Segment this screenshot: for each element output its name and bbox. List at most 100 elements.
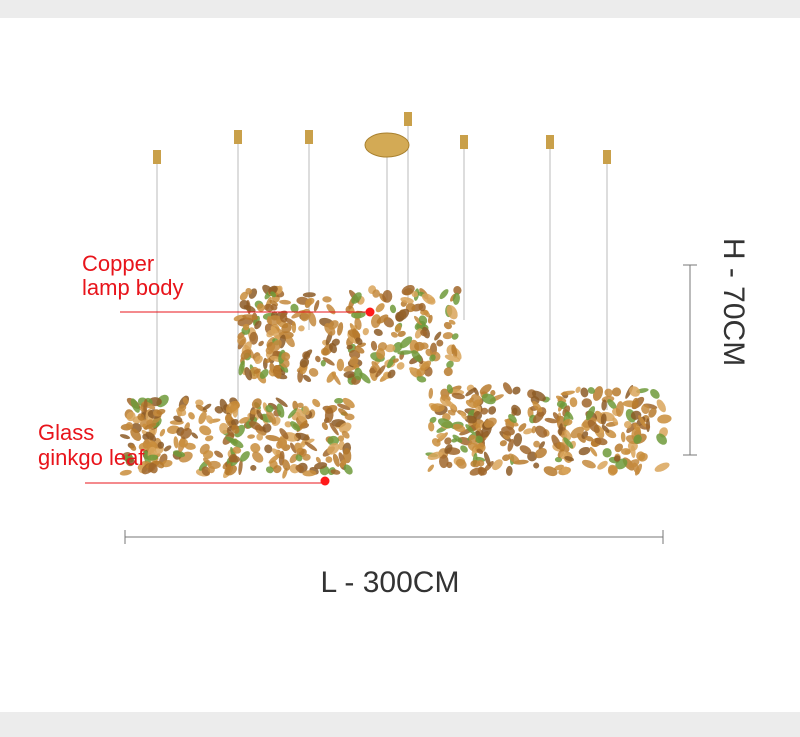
- leaf: [656, 433, 667, 445]
- leaf: [238, 360, 245, 376]
- leaf: [256, 303, 265, 312]
- leaf: [631, 397, 639, 409]
- annotation: lamp body: [82, 275, 184, 300]
- leaf: [418, 302, 426, 312]
- leaf: [444, 399, 457, 411]
- leaf: [581, 459, 596, 469]
- leaf: [414, 328, 423, 339]
- leaf: [421, 293, 436, 305]
- leaf: [245, 287, 252, 295]
- leaf: [601, 399, 607, 411]
- leaf: [400, 297, 414, 304]
- leaf: [611, 387, 622, 397]
- leaf: [453, 286, 462, 295]
- leaf: [448, 319, 456, 325]
- leaf: [268, 454, 280, 464]
- leaf: [277, 437, 288, 449]
- leaf: [191, 432, 199, 439]
- leaf: [242, 314, 258, 321]
- chandelier: [119, 112, 672, 479]
- leaf: [337, 403, 351, 410]
- leaf: [265, 434, 281, 442]
- leaf: [248, 420, 263, 431]
- leaf: [570, 426, 584, 439]
- leaf: [219, 422, 229, 435]
- leaf: [343, 464, 353, 475]
- leaf: [473, 387, 479, 396]
- leaf: [295, 464, 304, 472]
- leaf: [276, 285, 283, 294]
- leaf: [320, 359, 326, 367]
- leaf: [401, 284, 415, 296]
- leaf: [324, 407, 334, 423]
- leaf: [638, 415, 647, 428]
- leaf: [259, 368, 269, 379]
- cord-cap: [305, 130, 313, 144]
- leaf: [535, 425, 548, 438]
- leaf: [602, 448, 612, 458]
- leaf: [429, 416, 437, 424]
- leaf: [295, 454, 303, 462]
- cord-cap: [404, 112, 412, 126]
- leaf: [281, 322, 292, 334]
- leaf: [507, 438, 514, 452]
- leaf: [302, 470, 317, 477]
- pointer-dot: [365, 307, 375, 317]
- leaf: [346, 344, 353, 350]
- leaf: [130, 398, 140, 413]
- leaf: [396, 362, 405, 370]
- leaf: [298, 325, 305, 332]
- leaf: [178, 438, 189, 448]
- leaf: [205, 435, 214, 442]
- leaf: [125, 422, 134, 430]
- leaf: [119, 469, 132, 476]
- leaf: [384, 344, 396, 353]
- leaf: [342, 397, 355, 409]
- leaf: [129, 444, 137, 451]
- leaf: [630, 445, 636, 458]
- leaf: [270, 291, 277, 298]
- leaf: [440, 394, 451, 402]
- leaf: [519, 445, 532, 455]
- leaf: [198, 411, 207, 425]
- leaf: [328, 342, 338, 354]
- leaf: [473, 399, 481, 408]
- leaf: [258, 340, 264, 347]
- annotation: ginkgo leaf: [38, 445, 145, 470]
- leaf: [389, 304, 397, 314]
- leaf: [612, 417, 619, 426]
- leaf: [238, 417, 250, 424]
- leaf: [597, 460, 608, 470]
- leaf: [446, 384, 453, 394]
- leaf: [253, 368, 261, 374]
- leaf: [531, 425, 537, 434]
- leaf: [143, 399, 148, 414]
- leaf: [230, 418, 239, 426]
- leaf: [451, 344, 458, 358]
- leaf: [427, 451, 443, 460]
- leaf: [338, 408, 348, 417]
- leaf: [224, 413, 232, 422]
- leaf: [428, 387, 434, 399]
- leaf: [315, 456, 321, 464]
- leaf: [425, 348, 433, 357]
- leaf: [240, 349, 252, 360]
- leaf: [173, 415, 183, 423]
- leaf: [370, 340, 378, 351]
- leaf: [299, 357, 310, 368]
- leaf: [578, 446, 591, 456]
- leaf: [554, 456, 563, 463]
- leaf: [650, 389, 660, 399]
- leaf: [332, 453, 340, 467]
- leaf: [437, 418, 454, 429]
- leaf: [480, 407, 489, 415]
- leaf: [336, 358, 345, 372]
- leaf: [534, 447, 547, 459]
- leaf: [532, 400, 543, 413]
- leaf: [481, 393, 496, 405]
- leaf: [443, 367, 453, 377]
- leaf: [250, 464, 257, 471]
- leaf: [239, 451, 250, 462]
- leaf: [376, 314, 389, 324]
